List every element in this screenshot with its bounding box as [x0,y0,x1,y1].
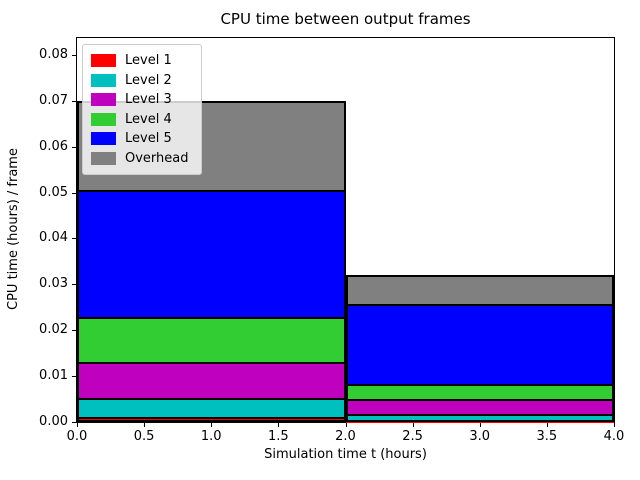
y-tick-label: 0.04 [39,230,68,246]
bar-segment-level-5 [345,305,614,386]
legend-label: Level 1 [125,53,172,69]
x-tick-mark [546,423,548,427]
x-tick-mark [144,423,146,427]
bar-segment-level-4 [77,318,346,364]
y-tick-mark [72,100,76,102]
x-tick-label: 0.5 [133,429,155,444]
bar-segment-level-5 [77,190,346,319]
legend-entry-level-4: Level 4 [91,110,189,130]
x-tick-mark [77,423,78,427]
y-tick-mark [72,146,76,148]
y-tick-label: 0.03 [39,276,68,292]
x-tick-mark [479,423,481,427]
legend-label: Overhead [125,150,189,166]
x-tick-label: 3.5 [536,429,558,444]
x-tick-label: 2.0 [335,429,356,444]
y-tick-label: 0.06 [39,138,68,154]
x-tick-label: 3.0 [469,429,491,444]
bar-segment-level-1 [77,417,346,422]
y-tick-mark [72,192,76,194]
x-tick-label: 1.0 [200,429,222,444]
x-tick-label: 4.0 [603,429,625,444]
legend-swatch-level-1 [91,54,116,68]
chart-title: CPU time between output frames [220,10,471,28]
y-tick-mark [72,284,76,286]
x-tick-label: 1.5 [268,429,289,444]
legend-swatch-level-2 [91,73,116,87]
legend-label: Level 2 [125,72,172,88]
y-tick-mark [72,422,76,423]
legend-label: Level 5 [125,131,172,147]
x-tick-mark [211,423,213,427]
x-axis-label: Simulation time t (hours) [264,447,427,462]
y-tick-label: 0.08 [39,46,68,62]
x-tick-mark [614,423,615,427]
legend: Level 1 Level 2 Level 3 Level 4 Level 5 Overh… [82,44,202,175]
bar-segment-level-4 [345,385,614,400]
legend-swatch-level-3 [91,93,116,107]
legend-entry-level-3: Level 3 [91,90,189,110]
bar-segment-level-3 [345,399,614,415]
legend-label: Level 4 [125,111,172,127]
bar-segment-overhead [345,274,614,306]
x-tick-mark [345,423,347,427]
legend-entry-level-5: Level 5 [91,129,189,149]
legend-swatch-level-4 [91,112,116,126]
y-tick-label: 0.05 [39,184,68,200]
bar-segment-level-2 [77,399,346,418]
legend-entry-overhead: Overhead [91,149,189,169]
legend-entry-level-2: Level 2 [91,71,189,91]
legend-swatch-level-5 [91,132,116,146]
y-tick-mark [72,330,76,332]
y-tick-mark [72,238,76,240]
x-tick-mark [278,423,280,427]
x-tick-mark [412,423,414,427]
y-tick-label: 0.07 [39,92,68,108]
y-tick-label: 0.02 [39,322,68,338]
y-tick-mark [72,54,76,56]
y-tick-label: 0.01 [39,368,68,384]
legend-swatch-overhead [91,151,116,165]
plot-area: Level 1 Level 2 Level 3 Level 4 Level 5 Overh… [76,37,615,423]
legend-entry-level-1: Level 1 [91,51,189,71]
legend-label: Level 3 [125,92,172,108]
x-tick-label: 0.0 [66,429,88,444]
x-tick-label: 2.5 [402,429,423,444]
y-tick-mark [72,376,76,378]
bar-segment-level-3 [77,363,346,400]
bar-segment-level-2 [345,414,614,422]
y-tick-label: 0.00 [39,414,68,429]
